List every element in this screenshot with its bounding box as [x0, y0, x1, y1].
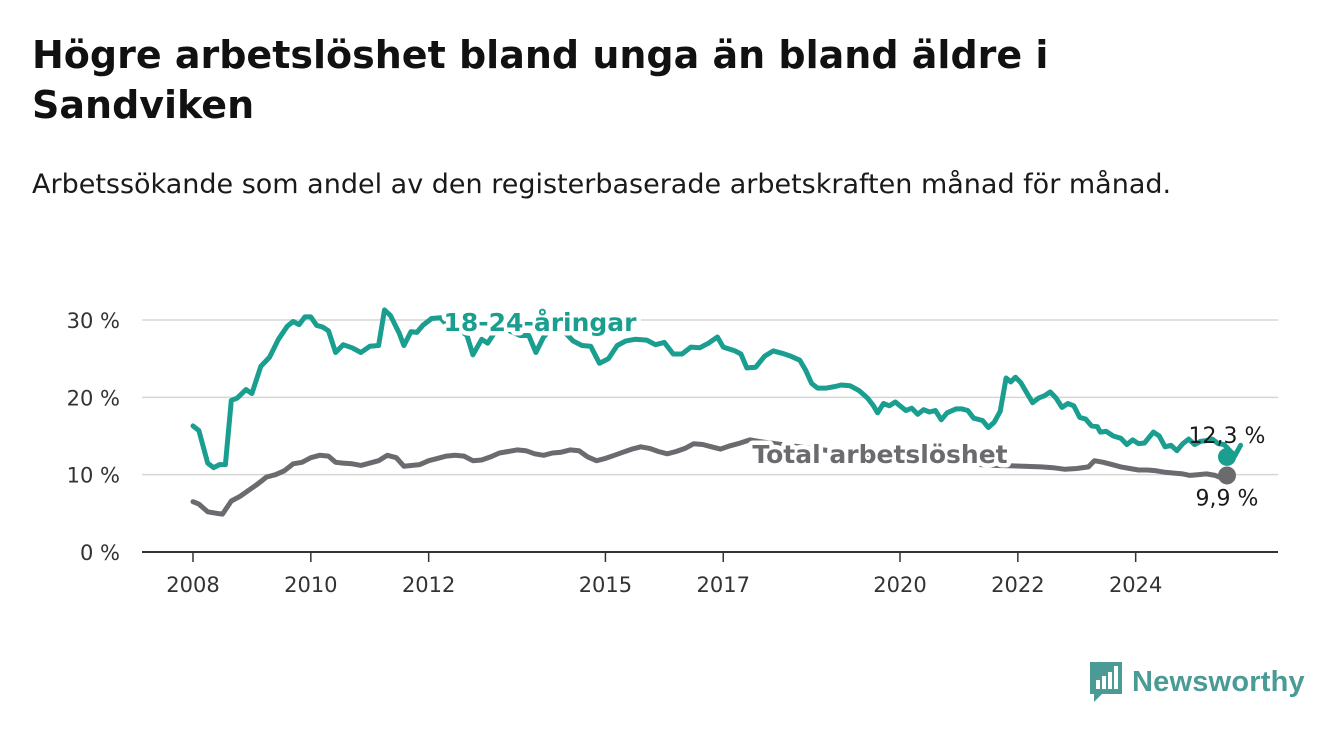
series-name-label-1: Total arbetslöshet	[752, 440, 1007, 469]
chart-subtitle: Arbetssökande som andel av den registerb…	[32, 169, 1172, 200]
bar-chart-badge-icon	[1090, 662, 1122, 702]
x-tick-label: 2012	[402, 573, 455, 597]
x-tick-label: 2010	[284, 573, 337, 597]
x-tick-label: 2008	[166, 573, 219, 597]
gridlines	[142, 319, 1278, 476]
chart-title: Högre arbetslöshet bland unga än bland ä…	[32, 33, 1049, 127]
series-line-1	[190, 437, 1224, 517]
newsworthy-logo: Newsworthy	[1088, 660, 1305, 704]
x-tick-label: 2022	[991, 573, 1044, 597]
series-lines	[190, 307, 1244, 517]
series-name-label-0: 18-24-åringar	[444, 308, 638, 337]
x-tick-label: 2017	[697, 573, 750, 597]
y-tick-label: 10 %	[67, 464, 120, 488]
x-tick-label: 2015	[579, 573, 632, 597]
axes: 0 % 10 % 20 % 30 % 2008 2010 2012 2015 2017 2020 2…	[67, 309, 1278, 597]
series-end-label-1: 9,9 %	[1196, 486, 1259, 511]
line-chart: 0 % 10 % 20 % 30 % 2008 2010 2012 2015 2017 2020 2…	[66, 304, 1278, 597]
series-end-point-1	[1218, 466, 1236, 485]
y-tick-label: 30 %	[67, 309, 120, 333]
x-tick-label: 2024	[1109, 573, 1162, 597]
series-end-label-0: 12,3 %	[1189, 424, 1266, 449]
series-end-point-0	[1218, 447, 1236, 466]
x-tick-label: 2020	[873, 573, 926, 597]
series-labels: 12,3 % 9,9 % 18-24-åringar Total arbetslösh…	[439, 304, 1266, 512]
logo-text: Newsworthy	[1132, 665, 1305, 698]
y-tick-label: 20 %	[67, 386, 120, 410]
y-tick-label: 0 %	[80, 541, 120, 565]
series-line-0	[190, 307, 1244, 471]
